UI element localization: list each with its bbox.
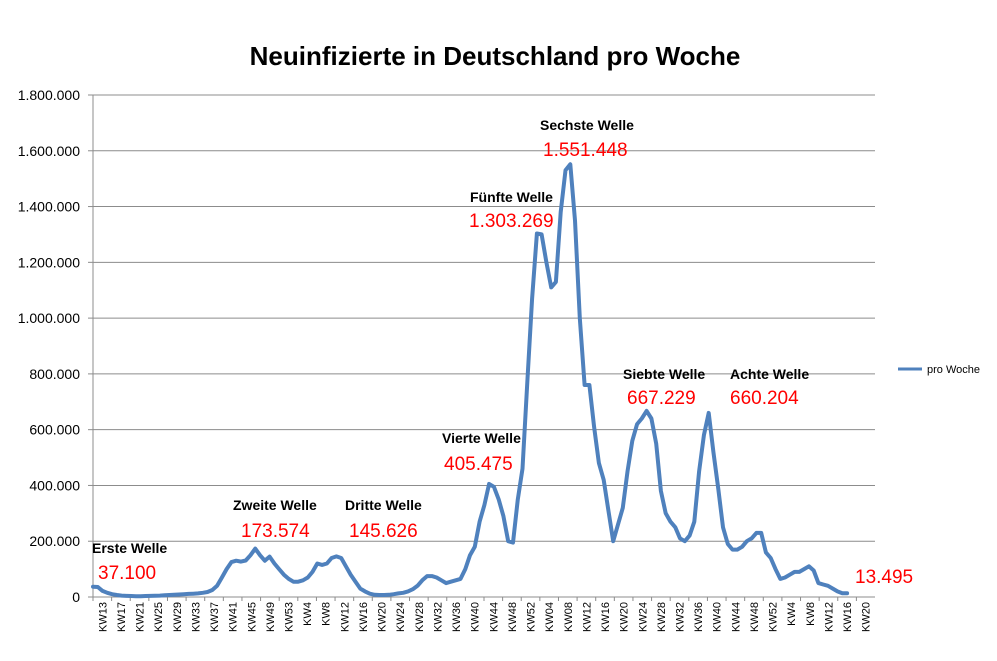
x-tick-label: KW32 — [675, 602, 687, 632]
x-tick-label: KW37 — [209, 602, 221, 632]
wave-annotations: Erste Welle 37.100 Zweite Welle 173.574 … — [92, 117, 913, 588]
x-tick-label: KW32 — [432, 602, 444, 632]
x-tick-label: KW12 — [581, 602, 593, 632]
x-tick-label: KW52 — [526, 602, 538, 632]
annotation-value-vierte-welle: 405.475 — [444, 454, 513, 475]
annotation-value-latest: 13.495 — [855, 567, 913, 588]
x-tick-label: KW40 — [712, 602, 724, 632]
x-tick-label: KW16 — [358, 602, 370, 632]
y-tick-label: 800.000 — [29, 366, 80, 382]
x-tick-label: KW8 — [805, 602, 817, 626]
x-tick-label: KW28 — [414, 602, 426, 632]
y-tick-label: 1.400.000 — [18, 199, 80, 215]
x-tick-label: KW04 — [544, 602, 556, 632]
annotation-label-dritte-welle: Dritte Welle — [345, 497, 422, 513]
annotation-value-achte-welle: 660.204 — [730, 388, 799, 409]
y-tick-label: 1.800.000 — [18, 87, 80, 103]
y-tick-labels: 0 200.000 400.000 600.000 800.000 1.000.000 1.… — [18, 87, 81, 605]
x-tick-label: KW41 — [228, 602, 240, 632]
x-tick-label: KW48 — [749, 602, 761, 632]
annotation-label-achte-welle: Achte Welle — [730, 366, 809, 382]
x-tick-label: KW36 — [451, 602, 463, 632]
y-tick-label: 1.600.000 — [18, 143, 80, 159]
x-tick-label: KW17 — [116, 602, 128, 632]
x-tick-label: KW52 — [768, 602, 780, 632]
y-tick-label: 1.000.000 — [18, 310, 80, 326]
x-tick-label: KW29 — [172, 602, 184, 632]
x-tick-labels: KW13 KW17 KW21 KW25 KW29 KW33 KW37 KW41 KW45 KW49… — [92, 597, 873, 632]
x-tick-label: KW16 — [600, 602, 612, 632]
legend: pro Woche — [898, 364, 980, 376]
series-line-pro-woche — [91, 162, 850, 599]
y-tick-label: 200.000 — [29, 533, 80, 549]
x-tick-label: KW20 — [377, 602, 389, 632]
x-tick-label: KW40 — [470, 602, 482, 632]
x-tick-label: KW8 — [321, 602, 333, 626]
annotation-value-dritte-welle: 145.626 — [349, 521, 418, 542]
annotation-label-sechste-welle: Sechste Welle — [540, 117, 634, 133]
x-tick-label: KW45 — [246, 602, 258, 632]
annotation-label-erste-welle: Erste Welle — [92, 540, 167, 556]
x-tick-label: KW48 — [507, 602, 519, 632]
x-tick-label: KW20 — [861, 602, 873, 632]
x-tick-label: KW24 — [395, 602, 407, 632]
y-tick-label: 0 — [72, 589, 80, 605]
x-tick-label: KW4 — [302, 602, 314, 626]
x-tick-label: KW36 — [693, 602, 705, 632]
x-tick-label: KW12 — [339, 602, 351, 632]
x-tick-label: KW25 — [153, 602, 165, 632]
series-layer — [91, 162, 850, 599]
x-tick-label: KW28 — [656, 602, 668, 632]
annotation-label-siebte-welle: Siebte Welle — [623, 366, 705, 382]
chart-title: Neuinfizierte in Deutschland pro Woche — [250, 41, 741, 71]
annotation-label-fuenfte-welle: Fünfte Welle — [470, 189, 553, 205]
annotation-value-erste-welle: 37.100 — [98, 563, 156, 584]
x-tick-label: KW33 — [190, 602, 202, 632]
annotation-value-fuenfte-welle: 1.303.269 — [469, 211, 554, 232]
annotation-label-zweite-welle: Zweite Welle — [233, 497, 317, 513]
annotation-value-siebte-welle: 667.229 — [627, 388, 696, 409]
y-tick-label: 400.000 — [29, 477, 80, 493]
x-tick-label: KW4 — [786, 602, 798, 626]
x-tick-label: KW13 — [97, 602, 109, 632]
legend-label: pro Woche — [927, 364, 980, 376]
x-tick-label: KW16 — [842, 602, 854, 632]
x-tick-label: KW21 — [135, 602, 147, 632]
y-tick-label: 600.000 — [29, 422, 80, 438]
x-tick-label: KW53 — [284, 602, 296, 632]
x-tick-label: KW44 — [488, 602, 500, 632]
x-tick-label: KW44 — [730, 602, 742, 632]
annotation-value-zweite-welle: 173.574 — [241, 521, 310, 542]
x-tick-label: KW49 — [265, 602, 277, 632]
x-tick-label: KW20 — [619, 602, 631, 632]
grid-layer — [88, 94, 875, 598]
x-tick-label: KW24 — [637, 602, 649, 632]
annotation-value-sechste-welle: 1.551.448 — [543, 140, 628, 161]
x-tick-label: KW08 — [563, 602, 575, 632]
y-tick-label: 1.200.000 — [18, 254, 80, 270]
annotation-label-vierte-welle: Vierte Welle — [442, 430, 521, 446]
x-tick-label: KW12 — [823, 602, 835, 632]
